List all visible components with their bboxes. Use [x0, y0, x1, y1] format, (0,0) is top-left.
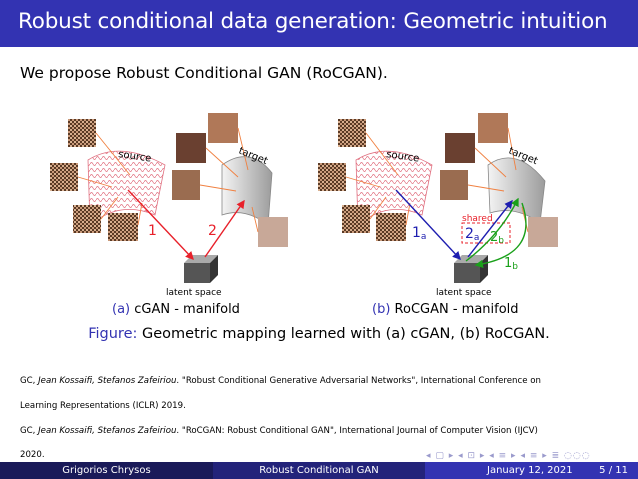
- latent-label: latent space: [436, 288, 492, 298]
- arrow-1b-label: 1b: [504, 256, 518, 272]
- latent-label: latent space: [166, 288, 222, 298]
- arrow-2-label: 2: [208, 223, 217, 239]
- footer-author: Grigorios Chrysos: [0, 462, 213, 479]
- face-thumbnail: [528, 217, 558, 247]
- face-thumbnail: [478, 113, 508, 143]
- reference-2-line-2: 2020.: [20, 450, 45, 460]
- title-bar: Robust conditional data generation: Geom…: [0, 0, 638, 47]
- arrow-2: [204, 199, 245, 258]
- footer: Grigorios Chrysos Robust Conditional GAN…: [0, 462, 638, 479]
- figure-caption: Figure: Geometric mapping learned with (…: [88, 326, 550, 342]
- beamer-navigation-icons[interactable]: ◂ ▢ ▸ ◂ ⊡ ▸ ◂ ≡ ▸ ◂ ≡ ▸ ≣ ◌◌◌: [426, 451, 591, 461]
- noisy-face-thumbnail: [50, 163, 78, 191]
- arrow-1a: [395, 189, 461, 261]
- source-manifold: [87, 150, 166, 226]
- arrow-2a-label: 2a: [465, 226, 479, 243]
- shared-label: shared: [462, 214, 493, 224]
- arrow-2b-label: 2b: [490, 230, 504, 246]
- arrow-2a: [467, 199, 513, 258]
- noisy-face-thumbnail: [73, 205, 101, 233]
- footer-date: January 12, 2021: [487, 465, 573, 476]
- slide-title: Robust conditional data generation: Geom…: [18, 9, 608, 34]
- noisy-face-thumbnail: [108, 213, 138, 241]
- noisy-face-thumbnail: [342, 205, 370, 233]
- noisy-face-thumbnail: [318, 163, 346, 191]
- page-number: 5 / 11: [599, 465, 628, 476]
- noisy-face-thumbnail: [376, 213, 406, 241]
- source-label: source: [386, 149, 420, 165]
- subcaption-a: (a) cGAN - manifold: [112, 302, 240, 317]
- arrow-1a-label: 1a: [412, 225, 426, 242]
- footer-title: Robust Conditional GAN: [213, 462, 425, 479]
- source-label: source: [118, 149, 152, 165]
- reference-2-line-1: GC, Jean Kossaifi, Stefanos Zafeiriou. "…: [20, 426, 538, 436]
- subcaption-b: (b) RoCGAN - manifold: [372, 302, 519, 317]
- latent-cube: [454, 255, 488, 283]
- face-thumbnail: [208, 113, 238, 143]
- target-manifold: [487, 157, 546, 224]
- arrow-1-label: 1: [148, 223, 157, 239]
- geometric-mapping-figure: source target 1 2 latent space source ta…: [50, 113, 558, 298]
- face-thumbnail: [440, 170, 468, 200]
- arrow-1b: [474, 202, 527, 269]
- arrow-2b: [465, 197, 519, 262]
- footer-right: January 12, 2021 5 / 11: [425, 462, 638, 479]
- rocgan-panel: source target shared 1a 2a 2b 1b latent …: [318, 113, 558, 298]
- intro-text: We propose Robust Conditional GAN (RoCGA…: [20, 64, 388, 82]
- reference-1-line-1: GC, Jean Kossaifi, Stefanos Zafeiriou. "…: [20, 376, 541, 386]
- face-thumbnail: [445, 133, 475, 163]
- face-thumbnail: [258, 217, 288, 247]
- face-thumbnail: [176, 133, 206, 163]
- arrow-1: [127, 189, 194, 261]
- latent-cube: [184, 255, 218, 283]
- reference-1-line-2: Learning Representations (ICLR) 2019.: [20, 401, 186, 411]
- cgan-panel: source target 1 2 latent space: [50, 113, 288, 298]
- noisy-face-thumbnail: [338, 119, 366, 147]
- face-thumbnail: [172, 170, 200, 200]
- noisy-face-thumbnail: [68, 119, 96, 147]
